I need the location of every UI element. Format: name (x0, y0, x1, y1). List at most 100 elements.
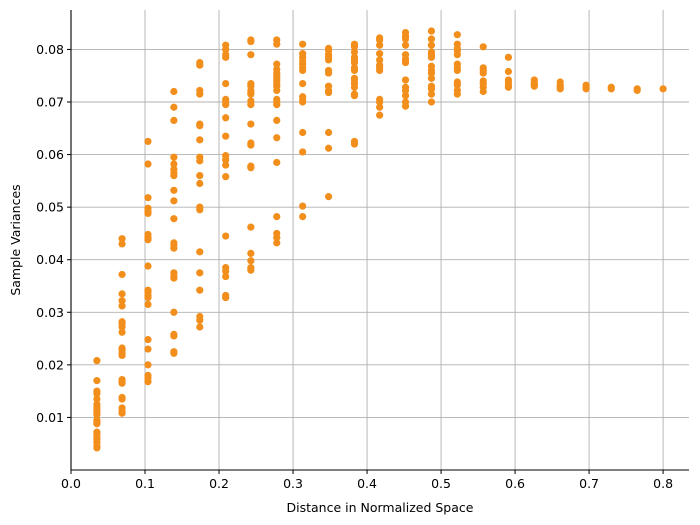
data-point (350, 48, 359, 56)
data-point (427, 41, 436, 49)
data-point (247, 249, 255, 258)
data-point (170, 116, 178, 124)
data-point (273, 239, 281, 247)
data-point (222, 45, 230, 54)
data-point (144, 336, 152, 344)
data-point (350, 92, 359, 100)
data-point (324, 69, 333, 77)
data-point (530, 82, 538, 90)
data-point (247, 266, 255, 274)
y-tick-label: 0.01 (36, 410, 64, 425)
x-tick-label: 0.4 (357, 476, 377, 491)
data-point (299, 40, 307, 48)
data-point (504, 53, 513, 61)
x-tick-label: 0.5 (431, 476, 451, 491)
data-point (222, 114, 230, 122)
data-point (247, 164, 255, 172)
x-axis-ticks: 0.0 0.1 0.2 0.3 0.4 0.5 0.6 0.7 0.8 (61, 470, 673, 491)
data-point (273, 116, 281, 124)
x-tick-label: 0.3 (283, 476, 303, 491)
data-point (170, 308, 178, 316)
data-point (376, 111, 384, 119)
data-point (144, 160, 152, 168)
data-point (299, 213, 307, 221)
data-point (427, 69, 436, 77)
data-point (93, 411, 101, 419)
data-point (479, 69, 487, 77)
y-tick-label: 0.05 (36, 200, 64, 215)
x-tick-label: 0.0 (61, 476, 81, 491)
data-point (376, 50, 384, 58)
data-point (247, 120, 255, 128)
data-point (350, 83, 359, 91)
data-point (247, 223, 255, 231)
data-point (196, 172, 204, 180)
data-point (299, 128, 307, 137)
data-point (324, 193, 333, 201)
data-point (222, 53, 230, 61)
y-tick-label: 0.04 (36, 252, 64, 267)
data-point (427, 27, 436, 35)
data-point (118, 240, 126, 248)
data-point (93, 395, 101, 403)
data-point (273, 213, 281, 221)
data-point (222, 272, 230, 281)
data-point (118, 409, 126, 417)
data-point (376, 66, 384, 75)
data-point (453, 51, 461, 59)
data-point (196, 136, 204, 144)
data-point (118, 270, 126, 279)
data-point (170, 274, 178, 282)
data-point (273, 158, 281, 167)
data-point (479, 43, 487, 51)
data-point (504, 83, 513, 91)
data-point (247, 257, 255, 265)
data-point (273, 86, 281, 95)
x-grid-lines (70, 10, 664, 470)
data-point (453, 81, 461, 89)
data-point (376, 56, 384, 64)
data-point (376, 41, 384, 49)
x-tick-label: 0.8 (653, 476, 673, 491)
data-point (222, 161, 230, 169)
data-point (222, 156, 230, 164)
data-point (350, 140, 359, 148)
data-point (247, 101, 255, 109)
data-point (144, 262, 152, 270)
data-point (144, 345, 152, 353)
data-point (170, 244, 178, 252)
data-point (93, 420, 101, 428)
data-point (93, 390, 101, 398)
data-point (299, 80, 307, 88)
x-axis-label: Distance in Normalized Space (287, 500, 474, 515)
data-point (170, 332, 178, 340)
data-point (170, 160, 178, 168)
data-point (170, 186, 178, 194)
data-point (376, 103, 384, 111)
data-point (222, 267, 230, 275)
data-point (118, 302, 126, 310)
data-point (93, 377, 101, 385)
data-point (93, 357, 101, 365)
x-tick-label: 0.1 (135, 476, 155, 491)
data-point (401, 41, 410, 49)
data-point (118, 290, 126, 298)
data-point (170, 349, 178, 357)
data-point (504, 67, 513, 76)
data-point (401, 58, 410, 67)
data-point (247, 141, 255, 149)
data-point (196, 248, 204, 256)
data-point (144, 293, 152, 302)
data-point (633, 86, 641, 95)
data-point (401, 76, 410, 84)
data-point (196, 90, 204, 98)
data-point (170, 103, 178, 111)
y-tick-label: 0.07 (36, 95, 64, 110)
data-point (273, 101, 281, 109)
data-point (607, 85, 615, 93)
data-point (118, 328, 126, 336)
data-point (247, 90, 255, 98)
data-point (144, 361, 152, 369)
data-point (479, 87, 487, 96)
data-point (401, 86, 410, 95)
